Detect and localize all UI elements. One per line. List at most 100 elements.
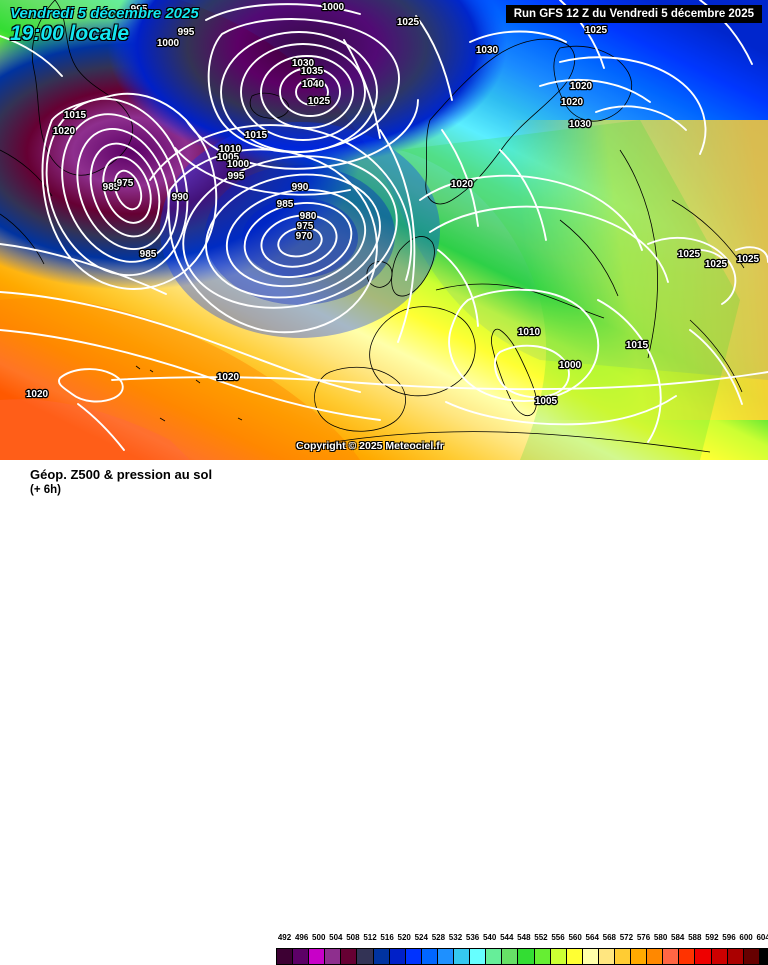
colorbar-tick-label: 604 xyxy=(756,933,768,942)
colorbar-tick-label: 548 xyxy=(517,933,531,942)
colorbar-swatch xyxy=(485,948,503,965)
map-svg: 9951000102510251035995100010301030103510… xyxy=(0,0,768,460)
copyright-notice: Copyright © 2025 Meteociel.fr xyxy=(296,440,444,452)
isobar-label: 1040 xyxy=(302,79,325,90)
colorbar-swatch xyxy=(758,948,768,965)
colorbar-tick-label: 532 xyxy=(448,933,463,942)
map-timestamp: Vendredi 5 décembre 2025 19:00 locale xyxy=(10,6,199,44)
isobar-label: 1030 xyxy=(292,58,315,69)
colorbar-swatch xyxy=(581,948,599,965)
geopotential-field xyxy=(0,0,768,460)
isobar-label: 1005 xyxy=(217,152,240,163)
coastlines xyxy=(0,0,745,453)
colorbar-tick-label: 584 xyxy=(671,933,685,942)
colorbar-tick-label: 596 xyxy=(722,933,736,942)
colorbar-tick-label: 588 xyxy=(688,933,702,942)
colorbar-tick-label: 524 xyxy=(414,933,428,942)
isobar-label: 975 xyxy=(297,221,314,232)
colorbar-tick-label: 540 xyxy=(482,933,497,942)
timestamp-date: Vendredi 5 décembre 2025 xyxy=(10,5,199,22)
isobar-label: 1015 xyxy=(626,340,649,351)
colorbar-tick-label: 568 xyxy=(602,933,616,942)
colorbar-swatch xyxy=(533,948,551,965)
run-info-banner: Run GFS 12 Z du Vendredi 5 décembre 2025 xyxy=(505,5,762,23)
colorbar-swatch xyxy=(372,948,390,965)
isobar-label: 1025 xyxy=(678,249,701,260)
isobar-label: 1020 xyxy=(570,81,593,92)
colorbar-tick-label: 512 xyxy=(363,933,377,942)
colorbar-swatch xyxy=(436,948,455,965)
colorbar-swatch xyxy=(388,948,406,965)
footer-bar: Géop. Z500 & pression au sol (+ 6h) 492 4… xyxy=(0,460,768,965)
isobar-label: 1000 xyxy=(322,2,345,13)
colorbar-swatch xyxy=(646,948,664,965)
colorbar-swatch xyxy=(565,948,583,965)
isobar-label: 995 xyxy=(178,27,195,38)
isobar-label: 1025 xyxy=(705,259,728,270)
isobar-label: 975 xyxy=(117,178,134,189)
colorbar-tick-label: 520 xyxy=(397,933,411,942)
colorbar-swatch xyxy=(404,948,422,965)
colorbar-swatch xyxy=(276,948,294,965)
colorbar-tick-label: 500 xyxy=(312,933,326,942)
isobar-label: 1030 xyxy=(569,119,592,130)
isobar-label: 1025 xyxy=(585,25,608,36)
colorbar-tick-label: 552 xyxy=(534,933,548,942)
colorbar-swatch xyxy=(710,948,728,965)
colorbar-tick-label: 560 xyxy=(568,933,582,942)
isobar-label: 1000 xyxy=(157,38,180,49)
colorbar-tick-label: 576 xyxy=(636,933,651,942)
isobar-label: 995 xyxy=(228,171,245,182)
colorbar-swatch xyxy=(517,948,535,965)
isobar-label: 1020 xyxy=(53,126,76,137)
isobar-label: 1020 xyxy=(26,389,49,400)
colorbar-swatch xyxy=(597,948,615,965)
colorbar-swatch xyxy=(662,948,680,965)
colorbar-swatch xyxy=(453,948,471,965)
colorbar-tick-label: 492 xyxy=(277,933,292,942)
isobar-label: 1025 xyxy=(737,254,760,265)
isobar-label: 995 xyxy=(131,4,148,15)
isobar-label: 1020 xyxy=(217,372,240,383)
isobar-label: 1035 xyxy=(301,66,324,77)
isobar-label: 1000 xyxy=(559,360,582,371)
colorbar-swatch xyxy=(726,948,744,965)
isobar-label: 985 xyxy=(103,182,120,193)
colorbar-swatch xyxy=(742,948,760,965)
isobar-label: 1010 xyxy=(518,327,541,338)
isobar-label: 1000 xyxy=(227,159,250,170)
colorbar-tick-label: 544 xyxy=(500,933,514,942)
colorbar-ticks: 492 496 500 504 508 512 516 520 524 528 532 536 540 5… xyxy=(276,933,768,946)
colorbar-swatch xyxy=(549,948,567,965)
isobar-label: 1005 xyxy=(535,396,558,407)
colorbar-tick-label: 600 xyxy=(739,933,753,942)
isobar-labels: 9951000102510251035995100010301030103510… xyxy=(25,1,761,409)
isobar-label: 990 xyxy=(172,192,189,203)
isobar-label: 1010 xyxy=(219,144,242,155)
map-title-main: Géop. Z500 & pression au sol xyxy=(30,467,213,482)
isobar-label: 1025 xyxy=(397,17,420,28)
colorbar-swatch xyxy=(501,948,519,965)
isobar-label: 980 xyxy=(300,211,317,222)
colorbar-tick-label: 508 xyxy=(346,933,360,942)
isobar-label: 990 xyxy=(292,182,309,193)
colorbar-swatch xyxy=(613,948,632,965)
colorbar-tick-label: 496 xyxy=(294,933,309,942)
map-canvas[interactable]: 9951000102510251035995100010301030103510… xyxy=(0,0,768,460)
colorbar-swatch xyxy=(420,948,438,965)
isobar-label: 985 xyxy=(277,199,294,210)
colorbar xyxy=(276,948,768,965)
colorbar-tick-label: 592 xyxy=(705,933,719,942)
colorbar-tick-label: 528 xyxy=(431,933,446,942)
colorbar-tick-label: 572 xyxy=(619,933,634,942)
isobar-label: 1020 xyxy=(451,179,474,190)
colorbar-tick-label: 580 xyxy=(653,933,668,942)
map-title: Géop. Z500 & pression au sol (+ 6h) xyxy=(30,467,212,498)
colorbar-swatch xyxy=(630,948,648,965)
map-title-sub: (+ 6h) xyxy=(30,484,61,497)
colorbar-swatch xyxy=(292,948,310,965)
colorbar-swatch xyxy=(324,948,342,965)
timestamp-time: 19:00 locale xyxy=(10,22,130,45)
colorbar-swatch xyxy=(678,948,696,965)
colorbar-tick-label: 564 xyxy=(585,933,599,942)
